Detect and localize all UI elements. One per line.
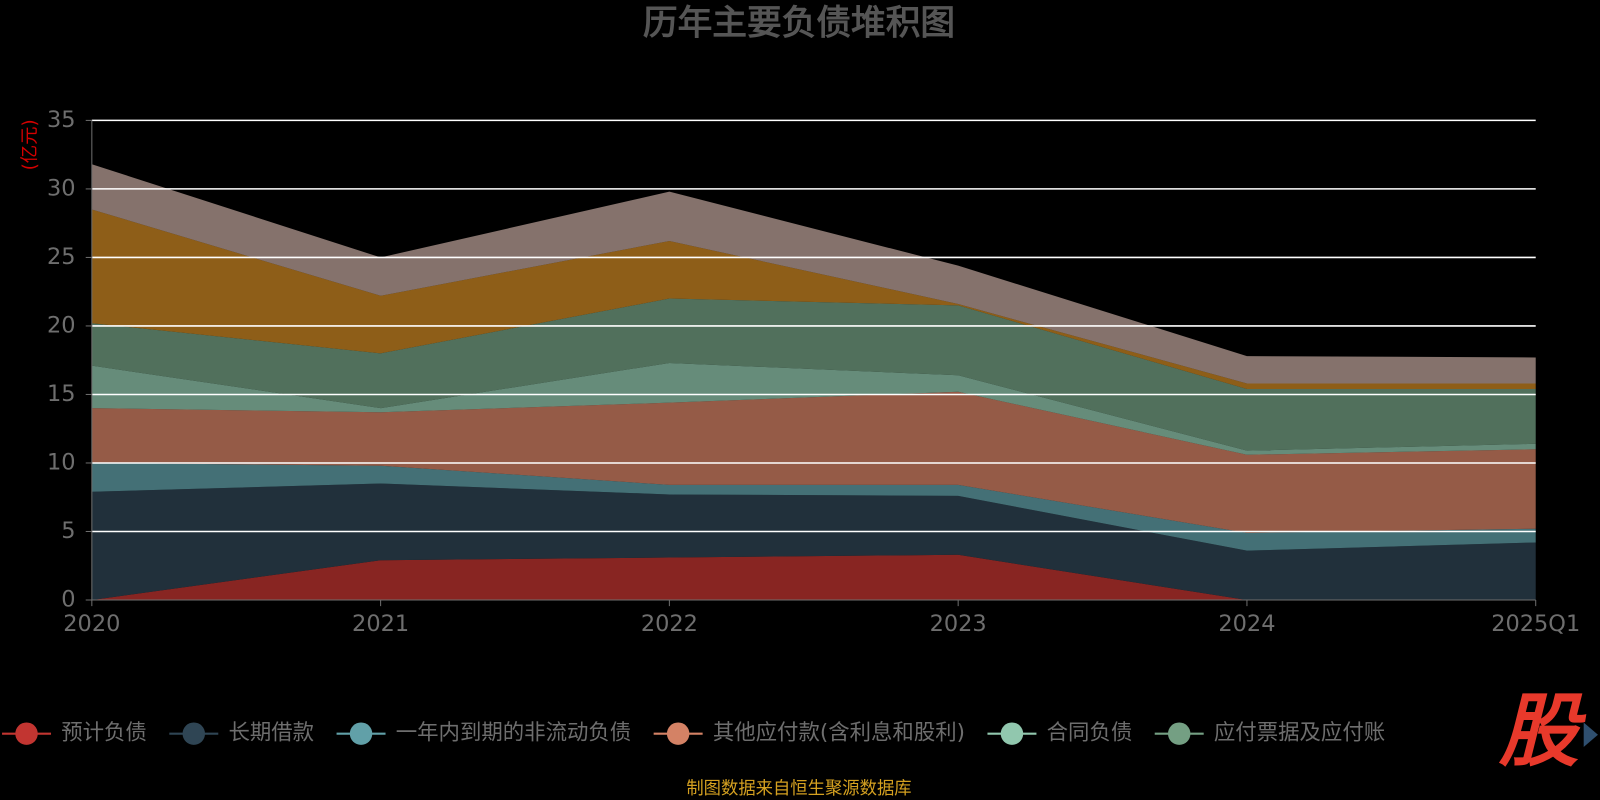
source-note: 制图数据来自恒生聚源数据库 [686,779,911,799]
area [91,462,1536,551]
legend-marker [15,722,38,745]
y-axis-label: (亿元) [20,119,41,170]
axes: 0 5 10 15 20 25 30 35 2020 2021 2022 2023 2024 2025Q1 [47,107,1580,637]
y-tick-label: 35 [47,107,76,133]
logo: 股 [1498,685,1587,778]
legend-item[interactable]: 其他应付款(含利息和股利) [653,721,965,746]
legend-marker [666,722,690,745]
y-tick-label: 20 [47,312,76,338]
legend-next-arrow[interactable] [1583,722,1598,747]
legend: 预计负债 长期借款 一年内到期的非流动负债 其他应付款(含利息和股利) 合同负债 应付票据… [2,721,1385,746]
legend-item[interactable]: 长期借款 [169,721,314,746]
legend-label: 其他应付款(含利息和股利) [713,721,965,746]
legend-marker [1000,722,1024,745]
area [91,298,1536,451]
legend-item[interactable]: 合同负债 [987,721,1132,746]
legend-marker [349,722,373,745]
x-tick-label: 2024 [1218,611,1275,637]
y-tick-label: 15 [47,381,76,407]
area [91,483,1536,600]
legend-marker [182,722,206,745]
legend-item[interactable]: 应付票据及应付账 [1154,721,1385,746]
area [91,209,1536,389]
y-tick-label: 30 [47,175,76,201]
grid [91,119,1536,533]
x-tick-label: 2025Q1 [1491,611,1580,637]
x-tick-label: 2022 [641,611,698,637]
x-tick-label: 2020 [63,611,120,637]
y-tick-label: 0 [61,587,75,613]
y-tick-label: 10 [47,449,76,475]
legend-item[interactable]: 预计负债 [2,721,147,746]
chart-title: 历年主要负债堆积图 [643,3,955,43]
legend-label: 长期借款 [228,721,314,746]
areas [91,164,1536,600]
area [91,164,1536,384]
legend-label: 合同负债 [1047,721,1133,746]
y-tick-label: 25 [47,244,76,270]
legend-marker [1167,722,1191,745]
legend-item[interactable]: 一年内到期的非流动负债 [336,721,632,746]
legend-label: 应付票据及应付账 [1214,721,1385,746]
y-tick-label: 5 [61,518,75,544]
x-tick-label: 2021 [352,611,409,637]
x-tick-label: 2023 [930,611,987,637]
legend-label: 一年内到期的非流动负债 [396,721,631,746]
legend-label: 预计负债 [61,721,147,746]
